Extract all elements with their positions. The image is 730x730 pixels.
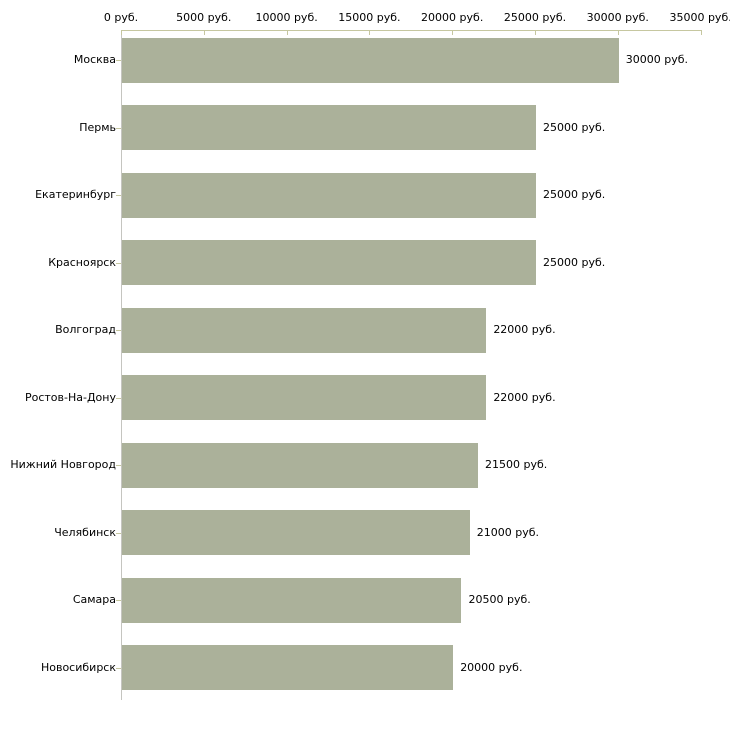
y-tick-mark <box>116 330 121 332</box>
bar <box>122 510 470 556</box>
bar <box>122 375 487 421</box>
value-label: 25000 руб. <box>543 120 606 134</box>
y-tick-mark <box>116 397 121 399</box>
x-tick-label: 25000 руб. <box>503 11 567 24</box>
category-label: Самара <box>72 593 116 607</box>
y-tick-mark <box>116 195 121 197</box>
x-tick-mark <box>617 30 619 35</box>
bar <box>122 645 454 691</box>
value-label: 22000 руб. <box>493 390 556 404</box>
bar <box>122 442 479 488</box>
category-label: Москва <box>73 53 116 66</box>
category-label: Новосибирск <box>40 660 116 674</box>
y-tick-mark <box>116 127 121 129</box>
bar <box>122 307 487 353</box>
x-tick-mark <box>700 30 702 35</box>
value-label: 25000 руб. <box>543 255 606 269</box>
y-tick-mark <box>116 465 121 467</box>
x-tick-mark <box>203 30 205 35</box>
bar <box>122 240 536 286</box>
x-tick-mark <box>369 30 371 35</box>
y-tick-mark <box>116 600 121 602</box>
x-tick-label: 0 руб. <box>103 11 139 24</box>
x-tick-mark <box>535 30 536 35</box>
category-label: Екатеринбург <box>35 188 116 202</box>
value-label: 22000 руб. <box>493 323 556 337</box>
value-label: 25000 руб. <box>543 188 606 202</box>
y-axis-line <box>121 30 122 700</box>
x-tick-mark <box>286 30 288 35</box>
x-tick-label: 10000 руб. <box>255 11 318 24</box>
category-label: Красноярск <box>48 255 116 269</box>
x-tick-mark <box>121 30 122 35</box>
x-tick-mark <box>452 30 454 35</box>
value-label: 21500 руб. <box>485 458 548 472</box>
y-tick-mark <box>116 262 121 264</box>
category-label: Нижний Новгород <box>10 458 116 472</box>
value-label: 20500 руб. <box>468 593 531 607</box>
category-label: Челябинск <box>54 525 116 539</box>
value-label: 20000 руб. <box>460 660 523 674</box>
x-axis-line <box>121 30 701 31</box>
x-tick-label: 35000 руб. <box>669 11 730 24</box>
x-tick-label: 30000 руб. <box>586 11 649 24</box>
y-tick-mark <box>116 667 121 669</box>
x-tick-label: 5000 руб. <box>176 11 232 24</box>
x-tick-label: 20000 руб. <box>421 11 484 24</box>
bar <box>122 172 536 218</box>
value-label: 21000 руб. <box>476 525 540 539</box>
x-tick-label: 15000 руб. <box>338 11 401 24</box>
category-label: Ростов-На-Дону <box>24 390 116 404</box>
bar <box>122 105 536 151</box>
category-label: Пермь <box>79 120 116 134</box>
y-tick-mark <box>116 60 121 61</box>
y-tick-mark <box>116 532 121 534</box>
value-label: 30000 руб. <box>625 53 689 66</box>
bar <box>122 577 462 623</box>
category-label: Волгоград <box>55 323 116 337</box>
bar <box>122 37 619 83</box>
